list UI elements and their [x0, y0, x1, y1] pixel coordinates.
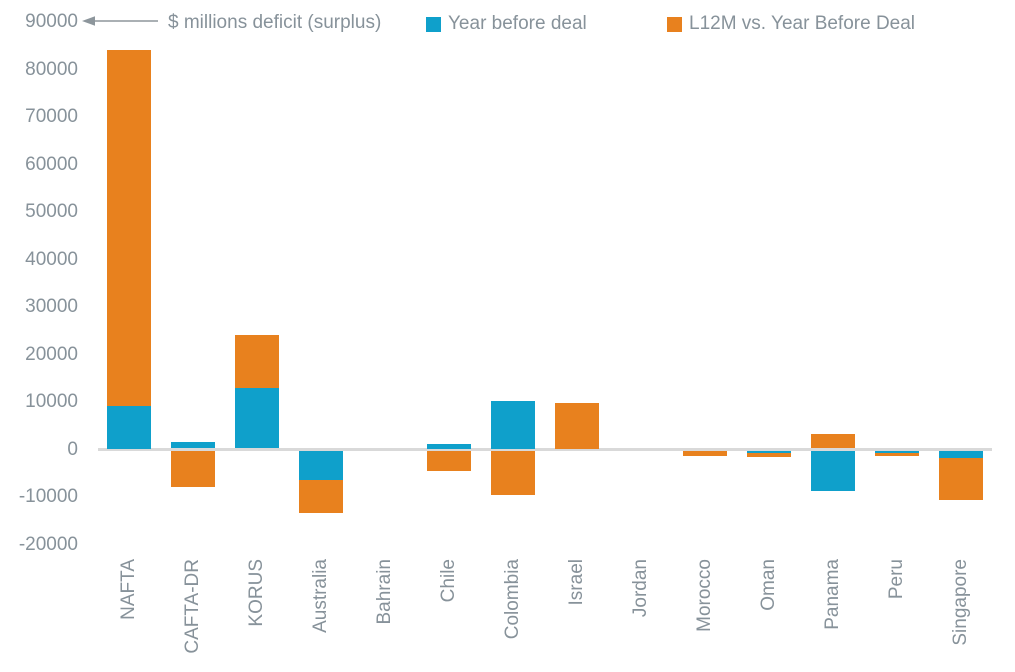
y-axis-tick-label: 0	[67, 438, 78, 460]
bar-segment-l12m-change	[235, 334, 279, 388]
legend-swatch-orange-icon	[667, 17, 682, 32]
y-axis-tick-label: 90000	[25, 11, 78, 32]
legend-label-year-before-deal: Year before deal	[448, 13, 587, 34]
legend-swatch-blue-icon	[426, 17, 441, 32]
x-axis-category-label: Panama	[822, 559, 843, 630]
left-arrow-icon	[82, 16, 158, 26]
bar-segment-l12m-change	[939, 457, 983, 500]
bar-segment-year-before-deal	[875, 450, 919, 453]
y-axis-tick-label: 80000	[25, 58, 78, 80]
bar-segment-year-before-deal	[811, 450, 855, 492]
x-axis-category-label: Bahrain	[374, 559, 395, 625]
y-axis-tick-label: 60000	[25, 153, 78, 175]
bar-segment-year-before-deal	[299, 450, 343, 481]
x-axis-category-label: Oman	[758, 559, 779, 611]
y-axis-tick-label: -10000	[18, 486, 78, 507]
x-axis-category-label: CAFTA-DR	[182, 559, 203, 654]
x-axis-category-label: Chile	[438, 559, 459, 603]
bar-segment-l12m-change	[875, 452, 919, 457]
bar-segment-year-before-deal	[107, 405, 151, 449]
y-axis-tick-label: 10000	[25, 391, 78, 412]
y-axis-tick-label: 70000	[25, 106, 78, 127]
y-axis-tick-label: -20000	[18, 533, 78, 555]
x-axis-category-label: Israel	[566, 559, 587, 606]
bar-segment-l12m-change	[107, 49, 151, 406]
bar-segment-l12m-change	[171, 450, 215, 487]
x-axis-category-label: Jordan	[630, 559, 651, 618]
x-axis-category-label: Morocco	[694, 559, 715, 632]
y-axis-tick-label: 50000	[25, 201, 78, 222]
bar-segment-year-before-deal	[427, 443, 471, 449]
bar-segment-l12m-change	[299, 480, 343, 513]
zero-baseline	[98, 448, 992, 451]
bar-segment-year-before-deal	[171, 441, 215, 449]
bar-segment-year-before-deal	[491, 401, 535, 449]
bar-segment-l12m-change	[555, 403, 599, 449]
legend-item-year-before-deal: Year before deal	[426, 13, 587, 35]
x-axis-category-label: Australia	[310, 559, 331, 633]
bar-segment-l12m-change	[747, 453, 791, 457]
bar-segment-year-before-deal	[747, 450, 791, 454]
x-axis-category-label: NAFTA	[118, 559, 139, 620]
bar-segment-year-before-deal	[235, 387, 279, 449]
bar-segment-l12m-change	[683, 450, 727, 457]
bar-segment-l12m-change	[491, 450, 535, 495]
x-axis-category-label: Colombia	[502, 559, 523, 640]
bar-segment-year-before-deal	[939, 450, 983, 458]
x-axis-category-label: KORUS	[246, 559, 267, 627]
bar-segment-l12m-change	[427, 450, 471, 471]
y-axis-tick-label: 20000	[25, 343, 78, 365]
x-axis-category-label: Peru	[886, 559, 907, 600]
legend-label-l12m-change: L12M vs. Year Before Deal	[689, 13, 916, 34]
y-axis-tick-label: 30000	[25, 296, 78, 317]
bar-segment-l12m-change	[811, 433, 855, 449]
legend-item-l12m-change: L12M vs. Year Before Deal	[667, 13, 915, 35]
x-axis-category-label: Singapore	[950, 559, 971, 646]
y-axis-title: $ millions deficit (surplus)	[168, 12, 382, 33]
y-axis-tick-label: 40000	[25, 248, 78, 270]
